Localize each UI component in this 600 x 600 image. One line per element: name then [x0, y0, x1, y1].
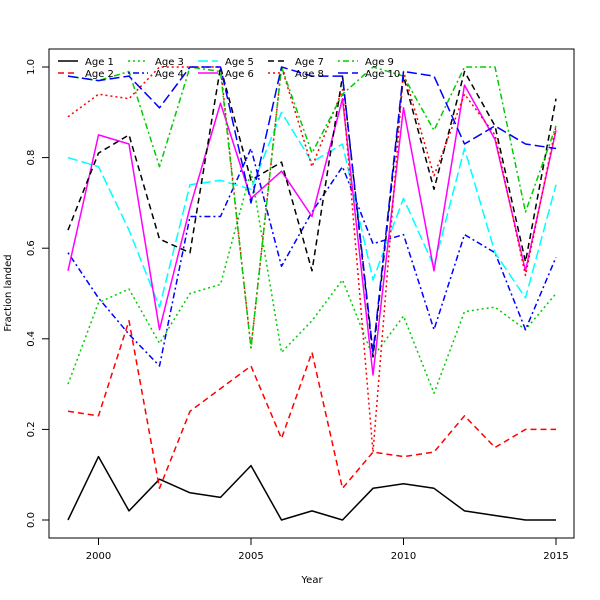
y-tick-label: 0.8: [26, 150, 37, 166]
series-line-age-3: [67, 170, 557, 394]
legend-label-age-3: Age 3: [155, 57, 184, 68]
legend-label-age-2: Age 2: [85, 69, 114, 80]
legend-label-age-4: Age 4: [155, 69, 184, 80]
y-axis: 0.0 0.2 0.4 0.6 0.8 1.0: [26, 59, 50, 528]
x-tick-label: 2000: [86, 551, 111, 562]
legend-label-age-7: Age 7: [295, 57, 324, 68]
series-line-age-4: [67, 147, 557, 367]
legend-label-age-10: Age 10: [365, 69, 400, 80]
legend-label-age-6: Age 6: [225, 69, 254, 80]
series-line-age-6: [67, 84, 557, 376]
series-line-age-7: [67, 66, 557, 358]
legend-label-age-1: Age 1: [85, 57, 114, 68]
y-tick-label: 0.4: [26, 331, 37, 347]
x-tick-label: 2005: [238, 551, 263, 562]
series-line-age-9: [67, 66, 557, 349]
x-tick-label: 2010: [391, 551, 416, 562]
series-layer: [67, 66, 557, 521]
y-axis-title: Fraction landed: [3, 254, 14, 331]
plot-box: [48, 48, 575, 539]
x-axis-title: Year: [300, 575, 323, 586]
x-tick-label: 2015: [543, 551, 568, 562]
y-tick-label: 0.2: [26, 421, 37, 437]
series-line-age-5: [67, 111, 557, 308]
legend-label-age-8: Age 8: [295, 69, 324, 80]
series-line-age-1: [67, 455, 556, 521]
legend-label-age-5: Age 5: [225, 57, 254, 68]
y-tick-label: 1.0: [26, 59, 37, 75]
y-tick-label: 0.0: [26, 512, 37, 528]
x-axis: 2000 2005 2010 2015: [86, 537, 569, 562]
series-line-age-2: [67, 319, 556, 490]
series-line-age-10: [67, 66, 557, 354]
y-tick-label: 0.6: [26, 240, 37, 256]
legend-label-age-9: Age 9: [365, 57, 394, 68]
